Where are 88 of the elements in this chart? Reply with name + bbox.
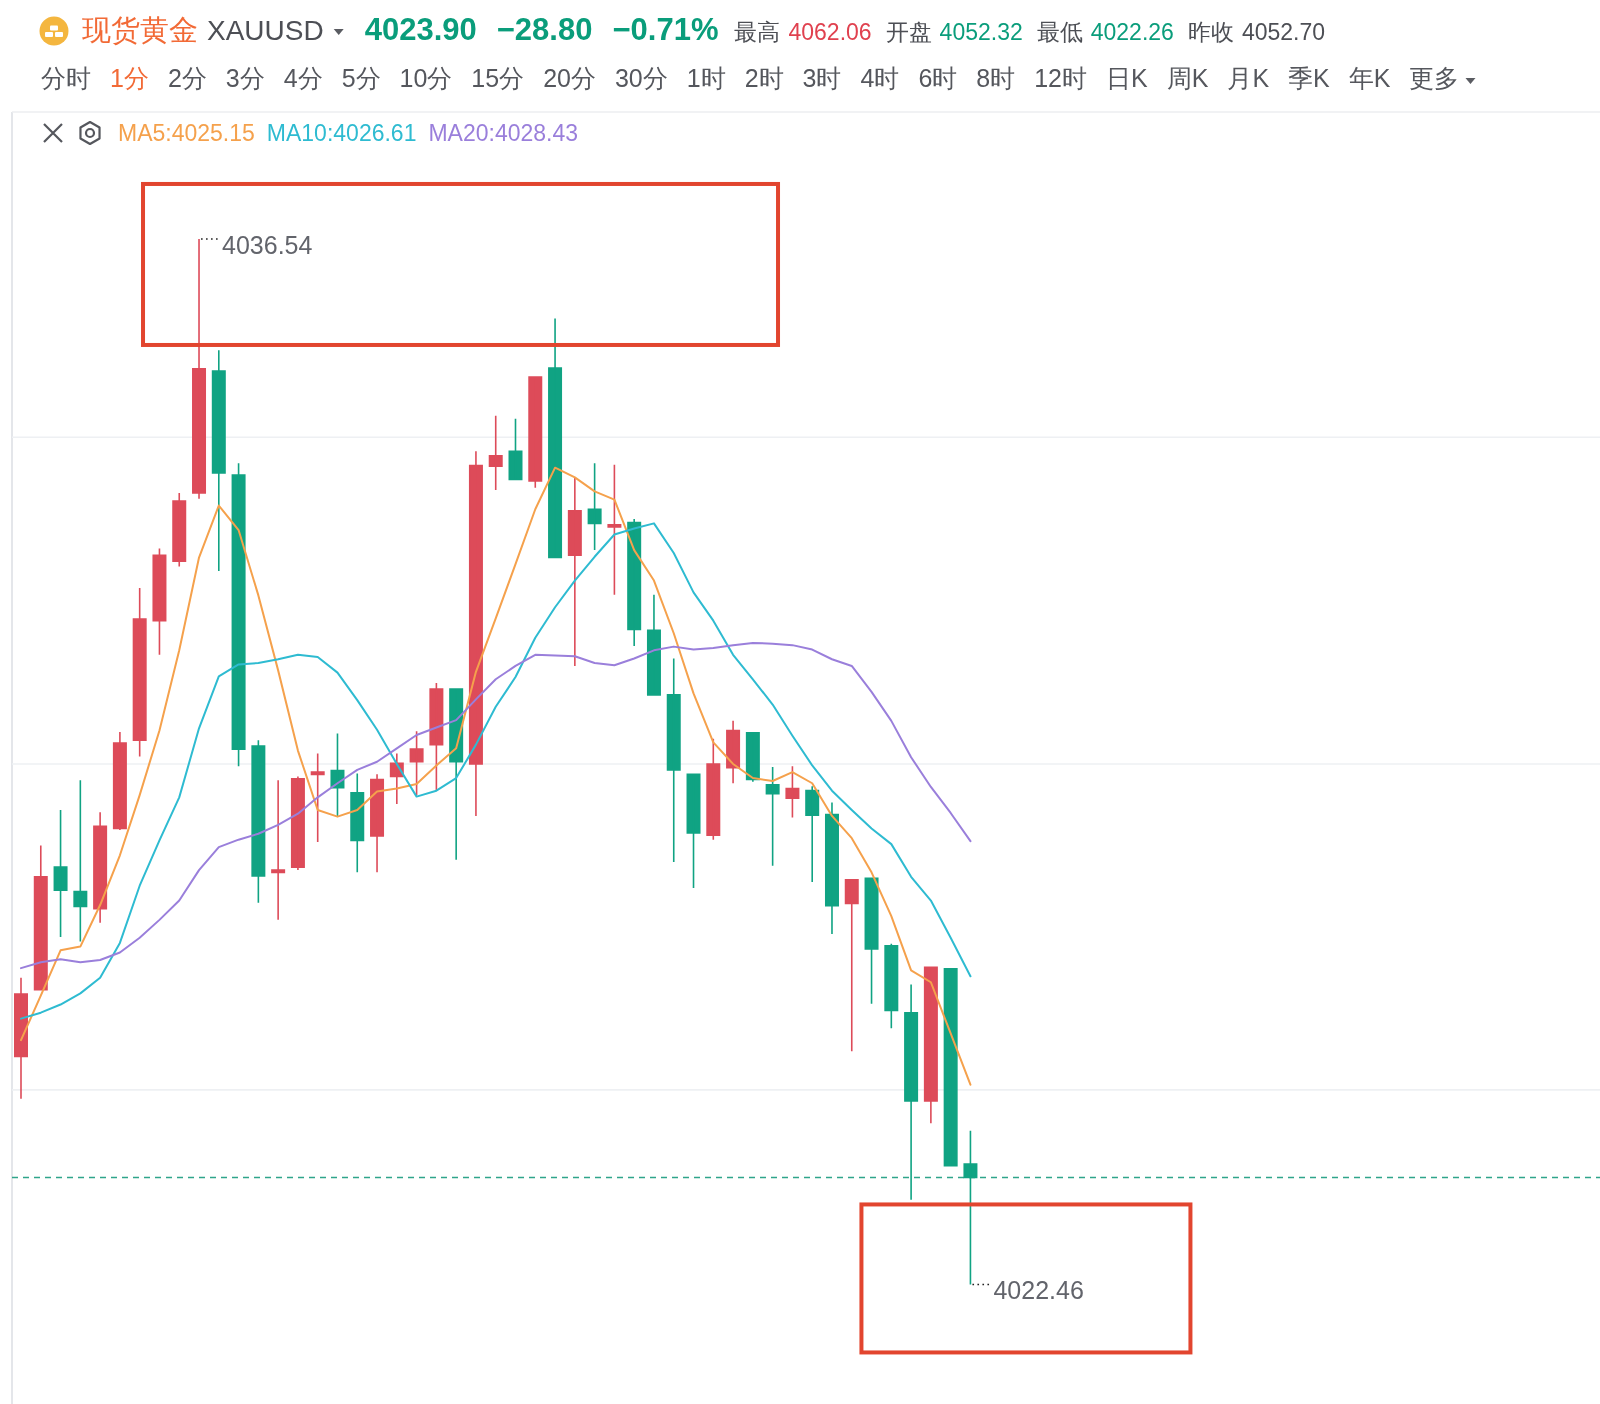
candlestick [548,317,563,559]
candlestick [271,779,286,921]
text: 周K [1166,64,1209,92]
text: 4022.26 [1090,19,1174,45]
candlestick [449,688,464,861]
candlestick [706,737,721,841]
text: 4分 [283,64,323,92]
text: 4时 [860,64,900,92]
text: 更多 [1409,64,1460,92]
candlestick [666,657,681,863]
candlestick [290,775,305,871]
candlestick [429,682,444,791]
candlestick [745,731,760,783]
text: 15分 [471,64,525,92]
candlestick [785,765,800,819]
candlestick [132,587,147,758]
text: 日K [1106,64,1149,92]
candlestick [963,1129,978,1286]
text: 分时 [41,64,91,92]
candlestick [53,809,68,938]
candlestick [172,492,187,568]
chart-subtitle: XAUUSD [207,15,324,46]
text: 月K [1227,64,1270,92]
text: 4023.90 [364,12,477,47]
text: 30分 [614,64,668,92]
text: 3时 [802,64,842,92]
candlestick [607,463,622,596]
candlestick [112,731,127,831]
candlestick [686,773,701,889]
text: 2时 [744,64,784,92]
candlestick [587,462,602,551]
text: 4052.70 [1241,19,1326,45]
text: 8时 [976,64,1016,92]
text: 年K [1348,64,1391,92]
text: 5分 [341,64,381,92]
candlestick [864,877,879,1005]
text: −28.80 [496,12,593,47]
candlestick [923,966,938,1125]
candlestick [528,376,543,489]
candlestick [231,462,246,767]
candlestick [192,238,207,500]
text: 最低 [1036,19,1083,45]
candlestick [627,518,642,647]
text: 10分 [399,64,453,92]
candlestick [943,968,958,1167]
candlestick [805,785,820,883]
candlestick [488,414,503,491]
text: 12时 [1034,64,1088,92]
candlestick [726,720,741,785]
text: 季K [1288,64,1331,92]
candlestick [33,844,48,991]
text: 开盘 [885,19,932,45]
text: 4022.46 [993,1276,1084,1305]
candlestick [152,547,167,656]
text: 20分 [543,64,596,92]
candlestick [765,766,780,867]
annotation: 4036.54 [222,230,313,259]
candlestick [567,476,582,667]
legend: MA5:4025.15 MA10:4026.61 MA20:4028.43 [118,120,579,146]
candlestick [824,801,839,935]
candlestick [211,349,226,572]
candlestick [73,779,88,943]
text: 最高 [734,19,781,45]
candlestick [370,773,385,874]
candlestick [389,752,404,805]
candlestick [251,739,266,904]
candlestick [904,983,919,1201]
chart-title: 现货黄金 [82,14,198,46]
text: 6时 [918,64,958,92]
candlestick [409,730,424,796]
candlestick [14,976,28,1100]
candlestick [350,772,365,874]
text: 4062.06 [788,19,872,45]
text: −0.71% [612,12,719,47]
text: 4052.32 [939,19,1023,45]
candlestick [93,811,108,924]
candlestick [330,732,345,818]
text: 2分 [167,64,207,92]
candlestick [468,450,483,817]
text: 1分 [110,64,149,92]
candlestick [844,878,859,1053]
text: 昨收 [1187,19,1234,45]
candlestick [646,593,661,696]
text: 1时 [686,64,726,92]
candlestick [310,752,325,843]
candlestick [508,417,523,481]
text: 3分 [225,64,265,92]
candlestick [884,942,899,1030]
